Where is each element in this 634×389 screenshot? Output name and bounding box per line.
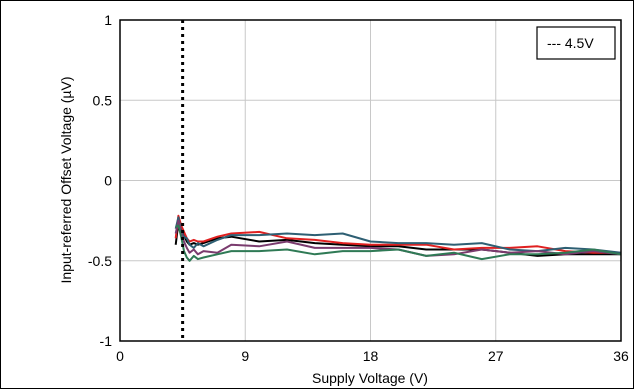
legend-box xyxy=(536,26,616,60)
legend-item-4p5v: --- 4.5V xyxy=(547,35,594,51)
x-tick-label: 27 xyxy=(488,348,504,364)
y-tick-label: -1 xyxy=(100,333,113,349)
x-tick-label: 0 xyxy=(116,348,124,364)
series-line-5 xyxy=(175,224,622,262)
x-axis-label: Supply Voltage (V) xyxy=(312,370,428,386)
x-tick-label: 9 xyxy=(241,348,249,364)
y-tick-label: 0.5 xyxy=(93,92,113,108)
series-line-3 xyxy=(174,216,622,254)
y-tick-label: 1 xyxy=(104,12,112,28)
tick-labels: 0 9 18 27 36 1 0.5 0 -0.5 -1 xyxy=(88,12,629,364)
series-layer xyxy=(174,214,622,262)
y-axis-label: Input-referred Offset Voltage (µV) xyxy=(58,76,74,283)
legend: --- 4.5V xyxy=(536,26,616,60)
x-tick-label: 18 xyxy=(363,348,379,364)
grid xyxy=(120,20,621,341)
series-line-4 xyxy=(174,219,622,257)
y-tick-label: 0 xyxy=(104,173,112,189)
x-tick-label: 36 xyxy=(613,348,629,364)
plot-border xyxy=(119,19,622,342)
y-tick-label: -0.5 xyxy=(88,253,112,269)
